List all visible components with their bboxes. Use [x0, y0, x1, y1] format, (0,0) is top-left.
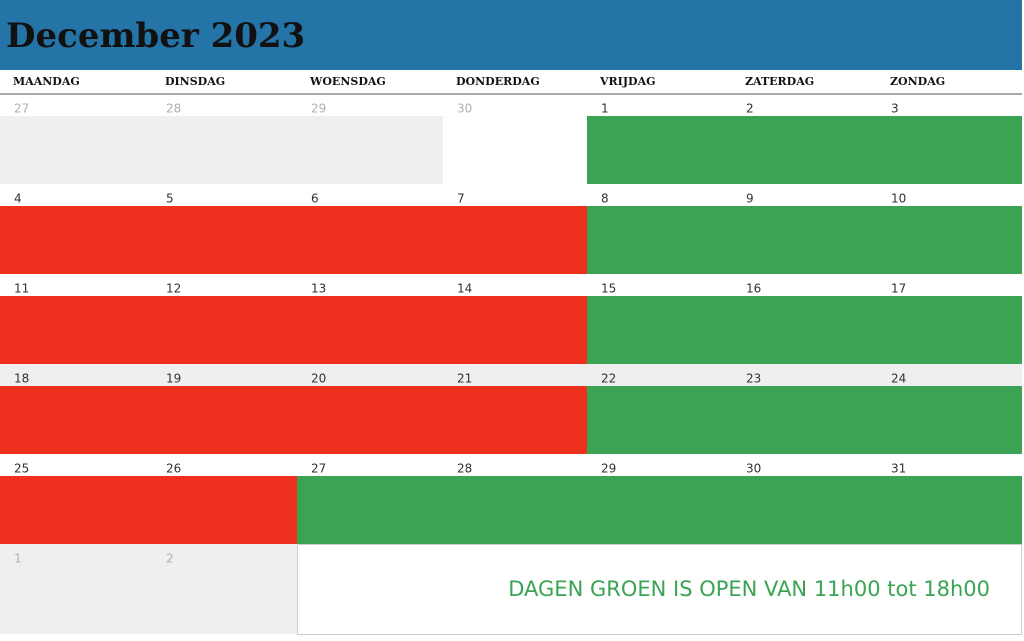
day-number: 19: [166, 372, 181, 386]
day-cell: [152, 296, 297, 364]
day-number: 6: [311, 192, 319, 206]
day-number: 2: [166, 552, 174, 566]
day-number: 28: [457, 462, 472, 476]
weekday: VRIJDAG: [599, 75, 656, 88]
weekday: ZATERDAG: [745, 75, 814, 88]
day-cell: [732, 206, 877, 274]
weekday: DINSDAG: [165, 75, 225, 88]
day-number: 11: [14, 282, 29, 296]
day-cell: [587, 296, 732, 364]
day-cell: [732, 116, 877, 184]
day-cell: [297, 206, 443, 274]
day-cell: [877, 296, 1022, 364]
day-number: 30: [746, 462, 761, 476]
day-number: 10: [891, 192, 906, 206]
day-cell: [732, 386, 877, 454]
weekday: MAANDAG: [13, 75, 80, 88]
weekday: DONDERDAG: [456, 75, 540, 88]
label-strip: [0, 364, 1022, 386]
day-cell: [152, 386, 297, 454]
day-number: 5: [166, 192, 174, 206]
title: December 2023: [6, 16, 305, 56]
day-number: 9: [746, 192, 754, 206]
day-cell: [443, 476, 587, 544]
day-cell: [0, 476, 152, 544]
day-number: 28: [166, 102, 181, 116]
day-cell: [152, 206, 297, 274]
note-box: [297, 544, 1022, 635]
day-cell: [877, 116, 1022, 184]
day-cell: [443, 386, 587, 454]
weekday: WOENSDAG: [309, 75, 386, 88]
note: DAGEN GROEN IS OPEN VAN 11h00 tot 18h00: [508, 577, 990, 601]
day-number: 4: [14, 192, 22, 206]
day-number: 25: [14, 462, 29, 476]
day-number: 31: [891, 462, 906, 476]
day-number: 3: [891, 102, 899, 116]
day-cell: [0, 386, 152, 454]
day-number: 1: [601, 102, 609, 116]
day-cell: [443, 116, 587, 184]
day-cell: [297, 296, 443, 364]
day-cell: [587, 206, 732, 274]
day-number: 30: [457, 102, 472, 116]
day-number: 20: [311, 372, 326, 386]
day-number: 8: [601, 192, 609, 206]
day-cell: [877, 476, 1022, 544]
day-number: 17: [891, 282, 906, 296]
day-cell: [732, 296, 877, 364]
day-cell: [877, 386, 1022, 454]
day-cell: [587, 116, 732, 184]
day-cell: [297, 476, 443, 544]
day-number: 29: [601, 462, 616, 476]
day-cell: [0, 116, 152, 184]
weekday: ZONDAG: [890, 75, 945, 88]
day-number: 22: [601, 372, 616, 386]
outside-month: [0, 544, 297, 634]
title-bar: [0, 0, 1022, 70]
day-cell: [297, 116, 443, 184]
day-number: 27: [14, 102, 29, 116]
day-cell: [152, 116, 297, 184]
day-number: 26: [166, 462, 181, 476]
day-number: 16: [746, 282, 761, 296]
day-cell: [877, 206, 1022, 274]
day-cell: [0, 206, 152, 274]
day-number: 1: [14, 552, 22, 566]
day-cell: [443, 206, 587, 274]
day-number: 7: [457, 192, 465, 206]
day-cell: [152, 476, 297, 544]
day-number: 23: [746, 372, 761, 386]
day-number: 29: [311, 102, 326, 116]
day-cell: [297, 386, 443, 454]
day-cell: [587, 476, 732, 544]
day-cell: [0, 296, 152, 364]
day-number: 2: [746, 102, 754, 116]
day-number: 18: [14, 372, 29, 386]
day-number: 27: [311, 462, 326, 476]
day-cell: [443, 296, 587, 364]
day-number: 12: [166, 282, 181, 296]
day-number: 21: [457, 372, 472, 386]
day-cell: [732, 476, 877, 544]
day-number: 24: [891, 372, 906, 386]
day-number: 15: [601, 282, 616, 296]
day-number: 13: [311, 282, 326, 296]
day-cell: [587, 386, 732, 454]
day-number: 14: [457, 282, 472, 296]
